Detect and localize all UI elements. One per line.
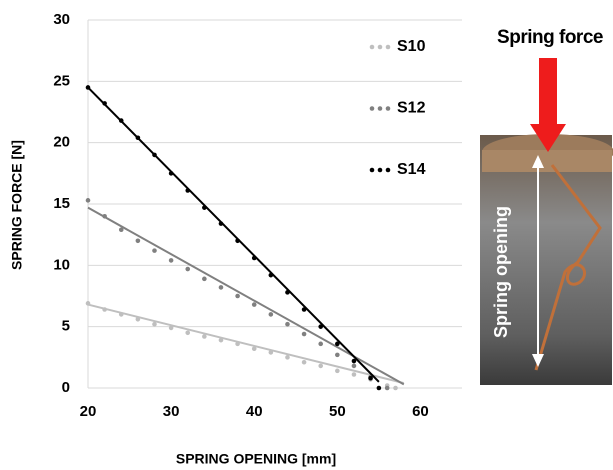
y-tick-label: 25 [53, 72, 70, 89]
data-point [86, 85, 91, 90]
data-point [185, 267, 190, 272]
data-point [269, 350, 274, 355]
data-point [152, 322, 157, 327]
data-point [86, 301, 91, 306]
data-point [335, 342, 340, 347]
data-point [169, 171, 174, 176]
x-tick-label: 40 [246, 403, 263, 420]
data-point [385, 386, 390, 391]
legend-marker [378, 45, 383, 50]
data-point [269, 273, 274, 278]
data-point [285, 322, 290, 327]
data-point [352, 359, 357, 364]
data-point [102, 307, 107, 312]
data-point [219, 221, 224, 226]
data-point [202, 277, 207, 282]
data-point [102, 214, 107, 219]
y-tick-label: 30 [53, 11, 70, 28]
opening-annotation: Spring opening [491, 206, 511, 338]
data-point [136, 239, 141, 244]
data-point [302, 360, 307, 365]
data-point [285, 290, 290, 295]
data-point [169, 258, 174, 263]
data-point [335, 353, 340, 358]
data-point [219, 285, 224, 290]
data-point [302, 307, 307, 312]
data-point [318, 324, 323, 329]
data-point [119, 118, 124, 123]
data-point [169, 326, 174, 331]
x-tick-label: 20 [80, 403, 97, 420]
data-point [119, 227, 124, 232]
legend-marker [370, 168, 375, 173]
data-point [219, 338, 224, 343]
y-tick-label: 20 [53, 134, 70, 151]
y-tick-label: 15 [53, 195, 70, 212]
y-tick-label: 10 [53, 256, 70, 273]
data-point [202, 334, 207, 339]
data-point [252, 256, 257, 261]
data-point [318, 364, 323, 369]
data-point [318, 342, 323, 347]
force-annotation: Spring force [497, 27, 603, 48]
data-point [252, 346, 257, 351]
data-point [102, 101, 107, 106]
legend-marker [370, 45, 375, 50]
data-point [185, 188, 190, 193]
data-point [352, 364, 357, 369]
data-point [152, 248, 157, 253]
legend-label: S10 [397, 38, 426, 55]
data-point [202, 205, 207, 210]
legend-marker [378, 168, 383, 173]
data-point [136, 135, 141, 140]
data-point [368, 376, 373, 381]
data-point [235, 294, 240, 299]
trend-line [88, 305, 404, 384]
data-point [235, 239, 240, 244]
data-point [235, 342, 240, 347]
data-point [152, 153, 157, 158]
legend-marker [370, 106, 375, 111]
legend-marker [386, 45, 391, 50]
data-point [269, 312, 274, 317]
data-point [185, 331, 190, 336]
legend-marker [386, 168, 391, 173]
x-tick-label: 30 [163, 403, 180, 420]
data-point [86, 198, 91, 203]
x-tick-label: 50 [329, 403, 346, 420]
data-point [285, 355, 290, 360]
data-point [136, 317, 141, 322]
chart: Spring force Spring opening SPRING FORCE… [0, 0, 613, 470]
data-point [119, 312, 124, 317]
legend-marker [386, 106, 391, 111]
y-tick-label: 5 [62, 318, 70, 335]
legend-marker [378, 106, 383, 111]
data-point [302, 332, 307, 337]
data-point [352, 372, 357, 377]
y-axis-title: SPRING FORCE [N] [9, 140, 25, 270]
x-tick-label: 60 [412, 403, 429, 420]
y-tick-label: 0 [62, 379, 70, 396]
legend-label: S14 [397, 161, 426, 178]
data-point [393, 386, 398, 391]
page: {"chart_data": {"type": "scatter", "xlab… [0, 0, 613, 470]
data-point [252, 302, 257, 307]
legend-label: S12 [397, 100, 426, 117]
data-point [335, 369, 340, 374]
x-axis-title: SPRING OPENING [mm] [176, 451, 336, 467]
data-point [377, 386, 382, 391]
trend-line [88, 87, 379, 381]
